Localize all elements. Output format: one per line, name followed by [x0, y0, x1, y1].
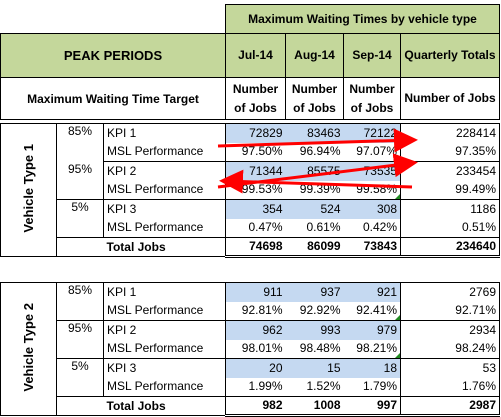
- cell-v1-kpi1-aug: 83463: [285, 123, 344, 143]
- cell-v2-kpi1-q: 2769: [400, 282, 500, 302]
- jobs-header-aug: Number of Jobs: [285, 77, 344, 120]
- cell-v2-kpi3-jul: 20: [225, 358, 286, 378]
- cell-v1-msl3-sep: 0.42%: [343, 218, 401, 238]
- total-jobs-label: Total Jobs: [103, 396, 226, 416]
- cell-v1-msl3-aug: 0.61%: [285, 218, 344, 238]
- cell-v2-total-aug: 1008: [285, 396, 344, 417]
- cell-v1-total-aug: 86099: [285, 237, 344, 258]
- target-5: 5%: [56, 199, 104, 238]
- target-95: 95%: [56, 161, 104, 200]
- cell-v1-msl2-aug: 99.39%: [285, 180, 344, 200]
- cell-v2-kpi2-sep: 979: [343, 320, 401, 340]
- cell-v1-kpi3-sep: 308: [343, 199, 401, 219]
- cell-v2-kpi3-sep: 18: [343, 358, 401, 378]
- cell-v1-kpi1-q: 228414: [400, 123, 500, 143]
- cell-v2-msl2-q: 98.24%: [400, 339, 500, 359]
- target-85: 85%: [56, 123, 104, 162]
- cell-v2-total-jul: 982: [225, 396, 286, 417]
- cell-v2-kpi1-jul: 911: [225, 282, 286, 302]
- cell-v2-msl1-jul: 92.81%: [225, 301, 286, 321]
- month-sep-header: Sep-14: [343, 33, 401, 78]
- month-jul-header: Jul-14: [225, 33, 286, 78]
- msl-label: MSL Performance: [103, 142, 226, 162]
- target-95: 95%: [56, 320, 104, 359]
- kpi-3-label: KPI 3: [103, 358, 226, 378]
- cell-v2-kpi2-aug: 993: [285, 320, 344, 340]
- cell-v1-msl1-q: 97.35%: [400, 142, 500, 162]
- vehicle-type-1-label: Vehicle Type 1: [0, 123, 57, 257]
- cell-v1-kpi1-sep: 72122: [343, 123, 401, 143]
- kpi-1-label: KPI 1: [103, 123, 226, 143]
- vehicle-type-2-label: Vehicle Type 2: [0, 282, 57, 416]
- cell-v1-total-q: 234640: [400, 237, 500, 258]
- cell-v1-msl1-jul: 97.50%: [225, 142, 286, 162]
- cell-v2-msl3-sep: 1.79%: [343, 377, 401, 397]
- cell-v2-kpi3-q: 53: [400, 358, 500, 378]
- cell-v2-kpi3-aug: 15: [285, 358, 344, 378]
- kpi-3-label: KPI 3: [103, 199, 226, 219]
- peak-periods-heading: PEAK PERIODS: [0, 33, 226, 78]
- vehicle-type-2-table: Vehicle Type 2 85% KPI 1 911 937 921 276…: [0, 282, 500, 417]
- msl-label: MSL Performance: [103, 301, 226, 321]
- header-table: Maximum Waiting Times by vehicle type PE…: [0, 4, 500, 120]
- cell-v2-kpi2-jul: 962: [225, 320, 286, 340]
- cell-v2-msl2-sep: 98.21%: [343, 339, 401, 359]
- kpi-1-label: KPI 1: [103, 282, 226, 302]
- msl-label: MSL Performance: [103, 377, 226, 397]
- jobs-header-jul: Number of Jobs: [225, 77, 286, 120]
- msl-label: MSL Performance: [103, 218, 226, 238]
- cell-v1-kpi3-aug: 524: [285, 199, 344, 219]
- cell-v2-msl1-q: 92.71%: [400, 301, 500, 321]
- cell-v1-msl3-jul: 0.47%: [225, 218, 286, 238]
- cell-v1-kpi3-jul: 354: [225, 199, 286, 219]
- month-aug-header: Aug-14: [285, 33, 344, 78]
- table-banner: Maximum Waiting Times by vehicle type: [225, 4, 500, 34]
- cell-v1-msl2-sep: 99.58%: [343, 180, 401, 200]
- cell-v1-msl1-sep: 97.07%: [343, 142, 401, 162]
- cell-v1-msl2-jul: 99.53%: [225, 180, 286, 200]
- target-85: 85%: [56, 282, 104, 321]
- total-jobs-label: Total Jobs: [103, 237, 226, 257]
- cell-v1-kpi1-jul: 72829: [225, 123, 286, 143]
- cell-v1-msl3-q: 0.51%: [400, 218, 500, 238]
- cell-v1-msl2-q: 99.49%: [400, 180, 500, 200]
- cell-v2-kpi1-sep: 921: [343, 282, 401, 302]
- cell-v1-total-jul: 74698: [225, 237, 286, 258]
- cell-v2-msl2-jul: 98.01%: [225, 339, 286, 359]
- jobs-header-sep: Number of Jobs: [343, 77, 401, 120]
- cell-v2-kpi2-q: 2934: [400, 320, 500, 340]
- cell-v2-msl1-sep: 92.41%: [343, 301, 401, 321]
- kpi-2-label: KPI 2: [103, 320, 226, 340]
- vehicle-type-1-table: Vehicle Type 1 85% KPI 1 72829 83463 721…: [0, 123, 500, 258]
- jobs-header-quarter: Number of Jobs: [400, 77, 500, 120]
- cell-v1-kpi2-sep: 73535: [343, 161, 401, 181]
- cell-v2-msl3-q: 1.76%: [400, 377, 500, 397]
- msl-label: MSL Performance: [103, 339, 226, 359]
- cell-v2-msl3-jul: 1.99%: [225, 377, 286, 397]
- quarterly-totals-header: Quarterly Totals: [400, 33, 500, 78]
- cell-v2-msl3-aug: 1.52%: [285, 377, 344, 397]
- cell-v2-total-q: 2987: [400, 396, 500, 417]
- kpi-2-label: KPI 2: [103, 161, 226, 181]
- cell-v1-msl1-aug: 96.94%: [285, 142, 344, 162]
- cell-v1-kpi2-jul: 71344: [225, 161, 286, 181]
- cell-v2-total-sep: 997: [343, 396, 401, 417]
- target-5: 5%: [56, 358, 104, 397]
- cell-v2-kpi1-aug: 937: [285, 282, 344, 302]
- cell-v1-kpi2-aug: 85575: [285, 161, 344, 181]
- cell-v2-msl1-aug: 92.92%: [285, 301, 344, 321]
- max-wait-target-heading: Maximum Waiting Time Target: [0, 77, 226, 120]
- cell-v1-kpi3-q: 1186: [400, 199, 500, 219]
- cell-v1-kpi2-q: 233454: [400, 161, 500, 181]
- msl-label: MSL Performance: [103, 180, 226, 200]
- cell-v1-total-sep: 73843: [343, 237, 401, 258]
- cell-v2-msl2-aug: 98.48%: [285, 339, 344, 359]
